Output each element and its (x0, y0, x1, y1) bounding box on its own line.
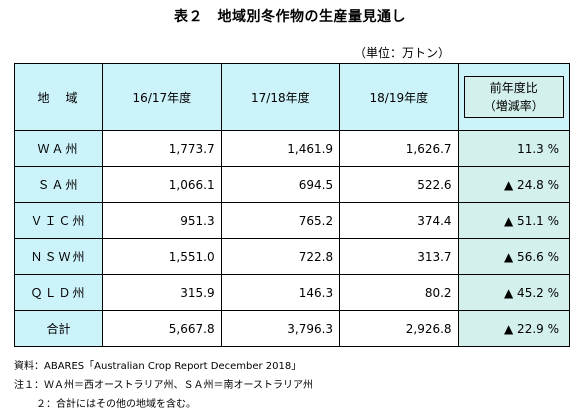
pct-cell: ▲ 45.2 % (457, 274, 571, 311)
header-y1: 16/17年度 (102, 63, 222, 131)
header-y3: 18/19年度 (339, 63, 459, 131)
pct-cell: ▲ 22.9 % (457, 310, 571, 347)
value-cell: 522.6 (339, 166, 459, 203)
pct-cell: 11.3 % (457, 130, 571, 167)
notes: 資料：ABARES「Australian Crop Report Decembe… (14, 357, 313, 414)
table-row: ＮＳＷ州 1,551.0 722.8 313.7 ▲ 56.6 % (13, 238, 571, 275)
value-cell: 1,461.9 (220, 130, 341, 167)
header-row: 地 域 16/17年度 17/18年度 18/19年度 前年度比 （増減率） (13, 63, 571, 131)
value-cell: 694.5 (220, 166, 341, 203)
region-cell: ＱＬＤ州 (13, 274, 104, 311)
value-cell: 3,796.3 (220, 310, 341, 347)
region-cell-total: 合計 (13, 310, 104, 347)
header-y2: 17/18年度 (220, 63, 341, 131)
region-cell: ＶＩＣ州 (13, 202, 104, 239)
value-cell: 765.2 (220, 202, 341, 239)
value-cell: 5,667.8 (102, 310, 222, 347)
table-row-total: 合計 5,667.8 3,796.3 2,926.8 ▲ 22.9 % (13, 310, 571, 347)
note-1: 注１：ＷＡ州＝西オーストラリア州、ＳＡ州＝南オーストラリア州 (14, 380, 313, 391)
table-row: ＳＡ州 1,066.1 694.5 522.6 ▲ 24.8 % (13, 166, 571, 203)
unit-label: （単位：万トン） (353, 46, 450, 60)
value-cell: 146.3 (220, 274, 341, 311)
value-cell: 2,926.8 (339, 310, 459, 347)
source-note: 資料：ABARES「Australian Crop Report Decembe… (14, 361, 302, 372)
table-row: ＷＡ州 1,773.7 1,461.9 1,626.7 11.3 % (13, 130, 571, 167)
table-row: ＶＩＣ州 951.3 765.2 374.4 ▲ 51.1 % (13, 202, 571, 239)
header-pct: 前年度比 （増減率） (457, 63, 571, 131)
pct-cell: ▲ 24.8 % (457, 166, 571, 203)
value-cell: 951.3 (102, 202, 222, 239)
table-row: ＱＬＤ州 315.9 146.3 80.2 ▲ 45.2 % (13, 274, 571, 311)
pct-cell: ▲ 51.1 % (457, 202, 571, 239)
pct-cell: ▲ 56.6 % (457, 238, 571, 275)
value-cell: 722.8 (220, 238, 341, 275)
value-cell: 1,066.1 (102, 166, 222, 203)
header-pct-line2: （増減率） (483, 99, 544, 113)
table-title: 表２ 地域別冬作物の生産量見通し (174, 9, 406, 25)
value-cell: 374.4 (339, 202, 459, 239)
header-pct-line1: 前年度比 (489, 81, 538, 95)
region-cell: ＮＳＷ州 (13, 238, 104, 275)
value-cell: 315.9 (102, 274, 222, 311)
region-cell: ＳＡ州 (13, 166, 104, 203)
value-cell: 1,626.7 (339, 130, 459, 167)
production-table: 地 域 16/17年度 17/18年度 18/19年度 前年度比 （増減率） Ｗ… (13, 63, 571, 347)
value-cell: 1,773.7 (102, 130, 222, 167)
header-region: 地 域 (13, 63, 104, 131)
region-cell: ＷＡ州 (13, 130, 104, 167)
pct-header-box: 前年度比 （増減率） (463, 76, 564, 118)
value-cell: 313.7 (339, 238, 459, 275)
note-2: ２：合計にはその他の地域を含む。 (36, 399, 196, 410)
value-cell: 1,551.0 (102, 238, 222, 275)
value-cell: 80.2 (339, 274, 459, 311)
